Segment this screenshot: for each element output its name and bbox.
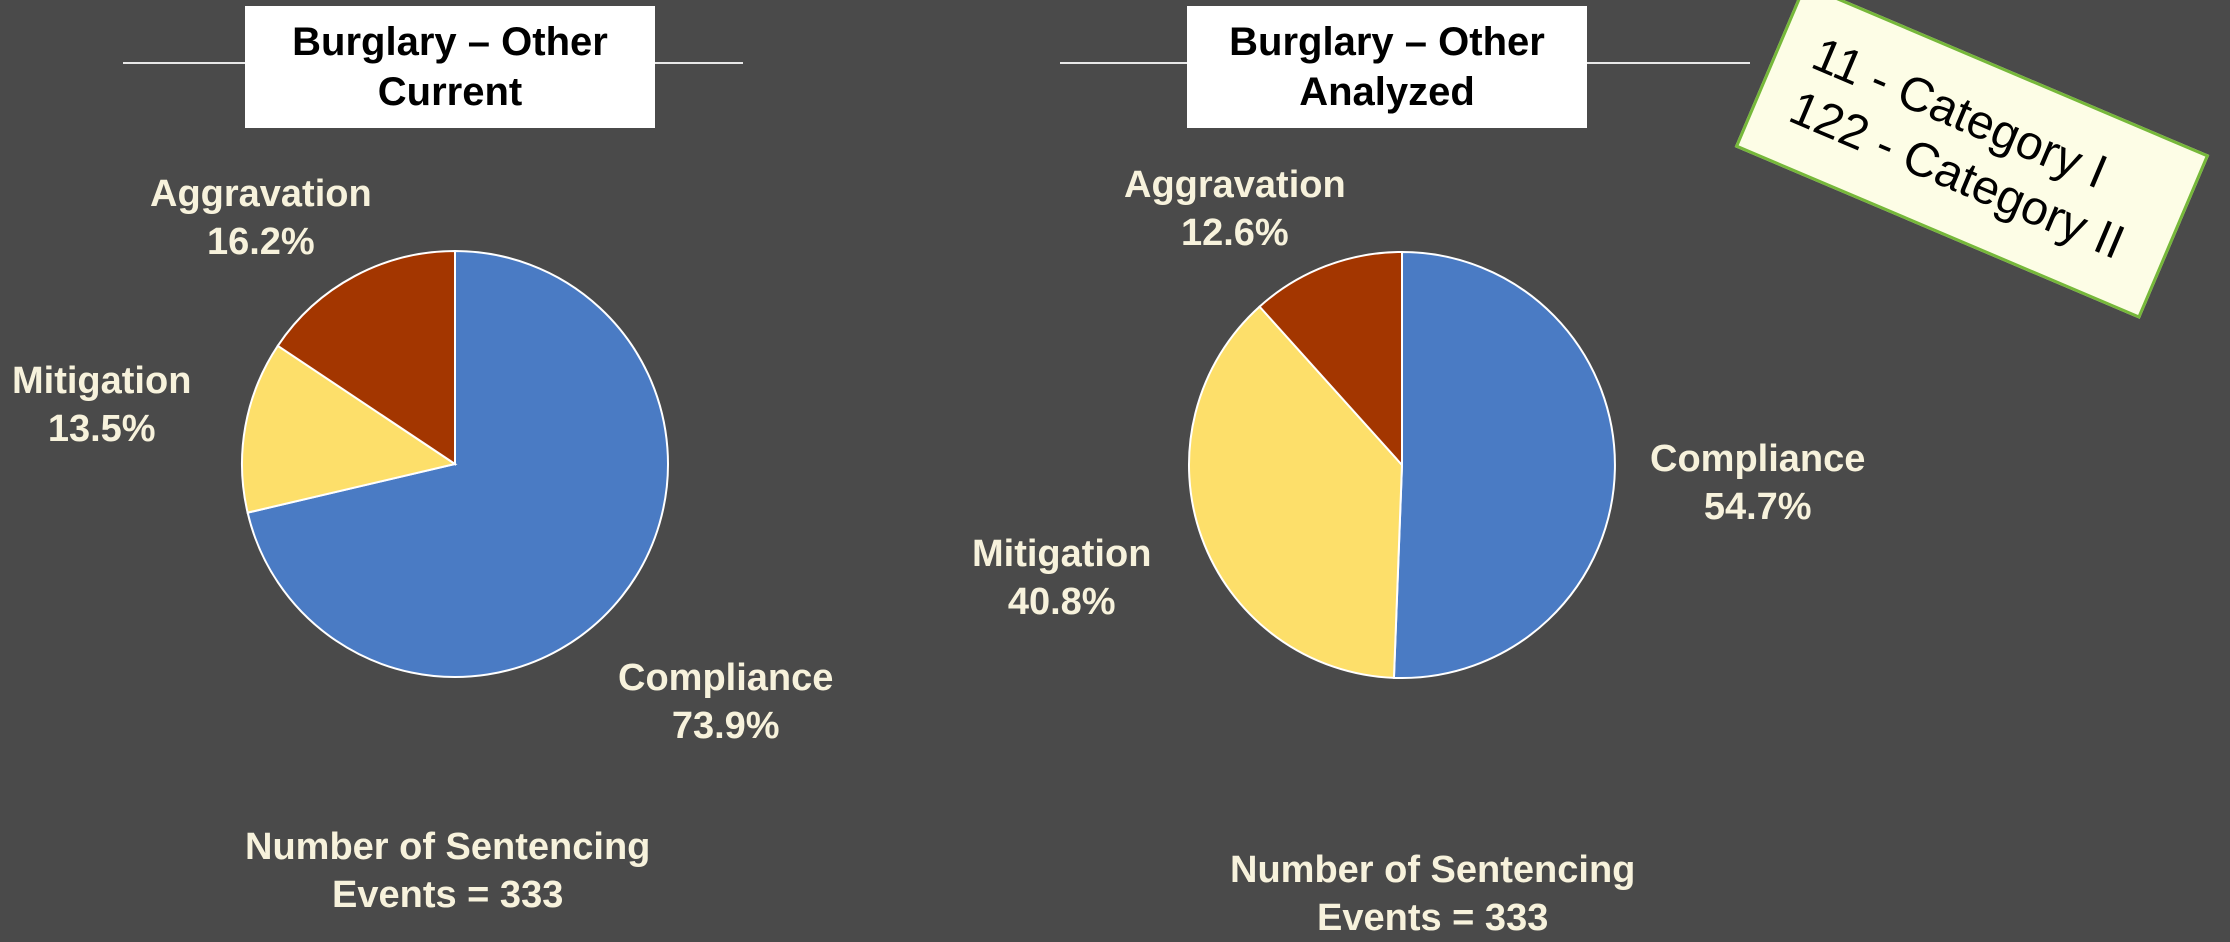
slice-percent: 73.9% [671, 705, 780, 747]
chart-title-line2: Current [377, 70, 523, 114]
pie-slice-aggravation [1258, 250, 1403, 468]
pie-chart [1187, 250, 1616, 679]
slice-name: Compliance [1650, 438, 1866, 480]
pie-slice-compliance [246, 249, 669, 678]
slice-label-aggravation: Aggravation 12.6% [1124, 161, 1346, 257]
slice-label-compliance: Compliance 54.7% [1650, 435, 1865, 531]
chart-title-line1: Burglary – Other [1229, 20, 1545, 64]
chart-analyzed: Burglary – Other Analyzed Aggravation 12… [972, 0, 2230, 939]
pie-slice-mitigation [1187, 305, 1404, 679]
slice-percent: 13.5% [47, 408, 156, 450]
pie-slice-mitigation [241, 344, 458, 514]
slice-label-aggravation: Aggravation 16.2% [150, 170, 372, 266]
footer-line1: Number of Sentencing [245, 826, 651, 868]
slice-label-mitigation: Mitigation 13.5% [12, 357, 191, 453]
footer-line1: Number of Sentencing [1230, 849, 1636, 891]
slice-label-compliance: Compliance 73.9% [618, 654, 833, 750]
slice-percent: 54.7% [1703, 486, 1812, 528]
slice-percent: 12.6% [1180, 212, 1289, 254]
chart-title-line1: Burglary – Other [292, 20, 608, 64]
sentencing-events-count: Number of Sentencing Events = 333 [245, 823, 650, 919]
slice-name: Aggravation [150, 173, 372, 215]
footer-line2: Events = 333 [332, 874, 564, 916]
chart-current: Burglary – Other Current Aggravation 16.… [0, 0, 1060, 937]
slice-name: Compliance [618, 657, 834, 699]
chart-title-line2: Analyzed [1299, 70, 1475, 114]
slice-name: Mitigation [12, 360, 192, 402]
slice-name: Mitigation [972, 533, 1152, 575]
pie-chart [241, 249, 669, 678]
pie-slice-compliance [1392, 250, 1616, 679]
chart-title: Burglary – Other Current [245, 6, 655, 128]
pie-slice-aggravation [276, 249, 456, 466]
slice-name: Aggravation [1124, 164, 1346, 206]
sentencing-events-count: Number of Sentencing Events = 333 [1230, 846, 1635, 942]
slice-percent: 16.2% [206, 221, 315, 263]
slice-label-mitigation: Mitigation 40.8% [972, 530, 1151, 626]
slice-percent: 40.8% [1007, 581, 1116, 623]
footer-line2: Events = 333 [1317, 897, 1549, 939]
chart-title: Burglary – Other Analyzed [1187, 6, 1587, 128]
